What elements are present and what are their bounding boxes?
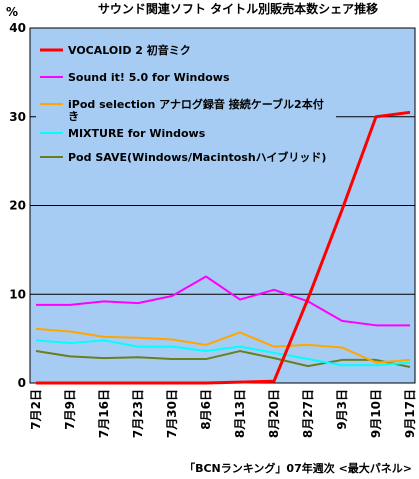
y-tick-label: 0 bbox=[18, 376, 26, 390]
chart-title: サウンド関連ソフト タイトル別販売本数シェア推移 bbox=[98, 1, 378, 16]
x-tick-label: 7月16日 bbox=[97, 389, 111, 438]
source-note: 「BCNランキング」07年週次 <最大パネル> bbox=[184, 461, 412, 475]
series-line bbox=[35, 339, 411, 367]
x-tick-label: 7月23日 bbox=[131, 389, 145, 438]
x-tick-label: 8月6日 bbox=[199, 389, 213, 430]
y-tick-label: 30 bbox=[9, 110, 26, 124]
x-tick-label: 9月17日 bbox=[403, 389, 417, 438]
x-tick-label: 9月3日 bbox=[335, 389, 349, 430]
y-axis-label: % bbox=[6, 5, 18, 19]
legend-entry: iPod selection アナログ録音 接続ケーブル2本付き bbox=[68, 97, 324, 123]
x-tick-label: 7月9日 bbox=[63, 389, 77, 430]
x-tick-label: 8月20日 bbox=[267, 389, 281, 438]
legend-entry: VOCALOID 2 初音ミク bbox=[68, 43, 191, 57]
series-line bbox=[36, 110, 411, 385]
legend-box bbox=[36, 36, 336, 179]
legend-entry: MIXTURE for Windows bbox=[68, 127, 206, 140]
y-tick-label: 20 bbox=[9, 199, 26, 213]
series-lines bbox=[35, 110, 411, 385]
x-tick-label: 7月2日 bbox=[29, 389, 43, 430]
legend-entry: Pod SAVE(Windows/Macintoshハイブリッド) bbox=[68, 150, 326, 164]
y-axis-ticks: 0 10 20 30 40 bbox=[9, 21, 26, 390]
x-tick-label: 8月13日 bbox=[233, 389, 247, 438]
x-axis-ticks: 7月2日 7月9日 7月16日 7月23日 7月30日 8月6日 8月13日 8月20日 8月2… bbox=[29, 389, 417, 438]
y-tick-label: 10 bbox=[9, 287, 26, 301]
x-tick-label: 9月10日 bbox=[369, 389, 383, 438]
legend-entry: Sound it! 5.0 for Windows bbox=[68, 71, 230, 84]
legend: VOCALOID 2 初音ミク Sound it! 5.0 for Windows… bbox=[40, 43, 326, 164]
y-tick-label: 40 bbox=[9, 21, 26, 35]
series-line bbox=[35, 327, 411, 364]
x-tick-label: 8月27日 bbox=[301, 389, 315, 438]
series-line bbox=[36, 275, 410, 327]
x-tick-label: 7月30日 bbox=[165, 389, 179, 438]
series-line bbox=[35, 350, 411, 369]
